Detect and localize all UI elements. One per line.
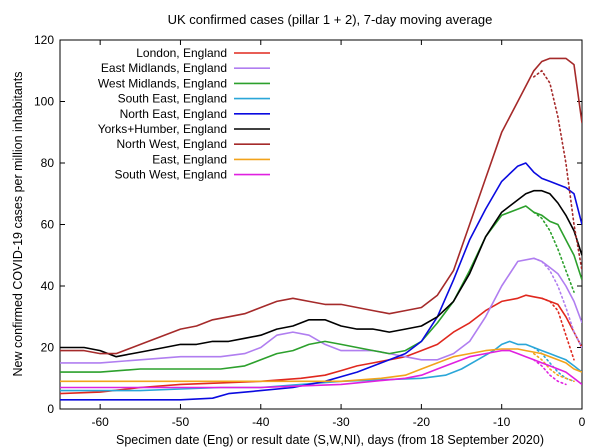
legend-label-north-west-england: North West, England <box>116 137 227 151</box>
series-line-east-england <box>60 348 582 383</box>
legend-label-yorks-humber-england: Yorks+Humber, England <box>98 122 227 136</box>
legend-label-london-england: London, England <box>136 46 227 60</box>
series-line-north-east-england <box>60 162 582 401</box>
series-projection-west-midlands-england <box>533 211 575 293</box>
x-tick-label: -20 <box>413 415 431 429</box>
series-projection-north-west-england <box>533 69 582 272</box>
series-projection-east-midlands-england <box>533 257 582 349</box>
legend-label-east-england: East, England <box>152 152 227 166</box>
legend-label-south-west-england: South West, England <box>114 168 227 182</box>
x-axis-label: Specimen date (Eng) or result date (S,W,… <box>116 433 544 447</box>
series-lines <box>60 57 582 401</box>
x-axis: -60 -50 -40 -30 -20 -10 0 <box>91 40 586 429</box>
series-projection-east-england <box>533 352 575 383</box>
x-tick-label: -50 <box>172 415 190 429</box>
legend-label-east-midlands-england: East Midlands, England <box>101 61 227 75</box>
x-tick-label: -40 <box>252 415 270 429</box>
legend-label-south-east-england: South East, England <box>118 92 227 106</box>
y-tick-label: 0 <box>47 402 54 416</box>
y-axis: 0 20 40 60 80 100 120 <box>34 33 582 416</box>
x-tick-label: -30 <box>332 415 350 429</box>
y-tick-label: 100 <box>34 95 54 109</box>
series-projection-london-england <box>541 297 575 361</box>
y-tick-label: 120 <box>34 33 54 47</box>
series-line-north-west-england <box>60 57 582 355</box>
legend-label-north-east-england: North East, England <box>120 107 227 121</box>
series-line-south-west-england <box>60 349 582 389</box>
y-axis-label: New confirmed COVID-19 cases per million… <box>11 72 25 377</box>
series-line-west-midlands-england <box>60 205 582 373</box>
series-projection-south-west-england <box>533 359 567 386</box>
x-tick-label: -60 <box>91 415 109 429</box>
y-tick-label: 60 <box>41 218 55 232</box>
series-line-yorks-humber-england <box>60 189 582 358</box>
series-line-east-midlands-england <box>60 257 582 364</box>
x-tick-label: 0 <box>579 415 586 429</box>
y-tick-label: 80 <box>41 156 55 170</box>
y-tick-label: 40 <box>41 279 55 293</box>
chart-title: UK confirmed cases (pillar 1 + 2), 7-day… <box>168 12 493 27</box>
y-tick-label: 20 <box>41 341 55 355</box>
x-tick-label: -10 <box>493 415 511 429</box>
legend-label-west-midlands-england: West Midlands, England <box>98 76 227 90</box>
